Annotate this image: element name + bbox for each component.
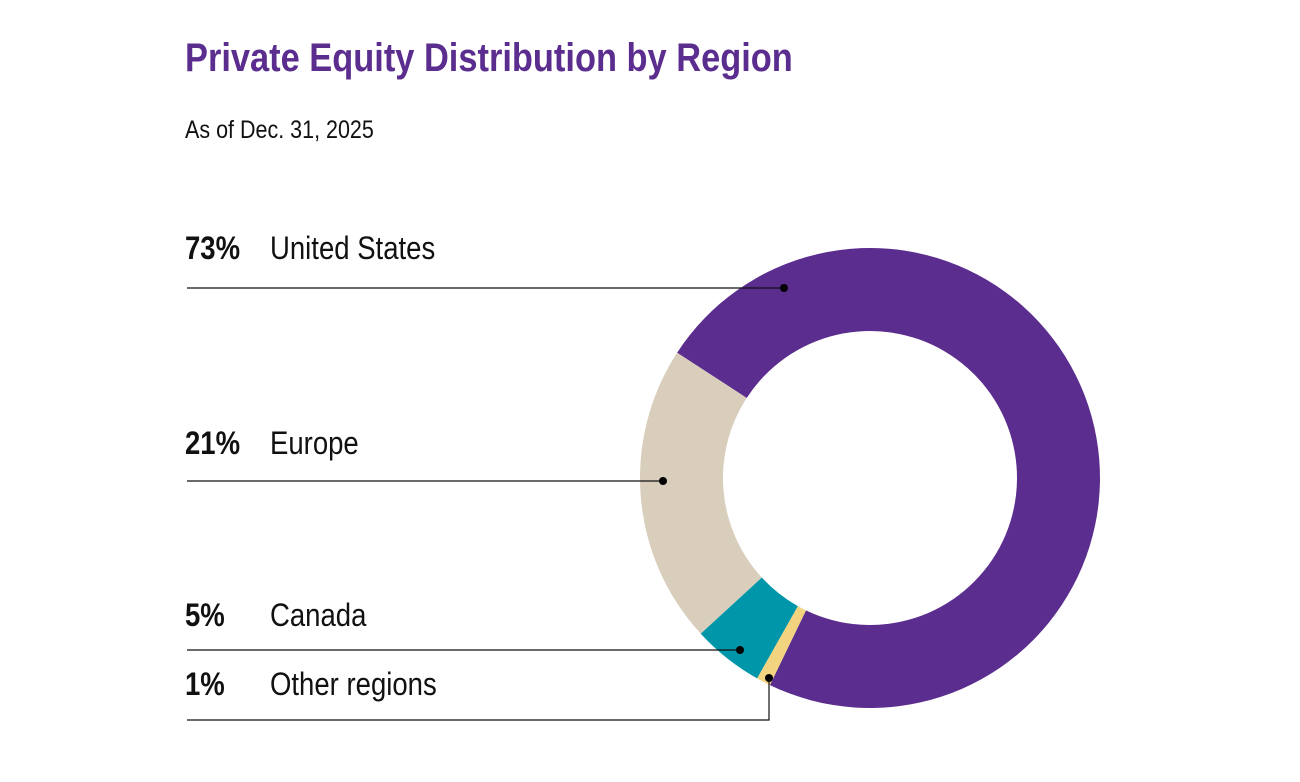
label-pct-europe: 21% xyxy=(185,425,241,461)
label-name-europe: Europe xyxy=(270,425,359,461)
label-name-canada: Canada xyxy=(270,597,367,633)
label-pct-other-regions: 1% xyxy=(185,666,225,702)
label-name-other-regions: Other regions xyxy=(270,666,437,702)
leader-dot-canada xyxy=(736,646,744,654)
label-pct-united-states: 73% xyxy=(185,230,241,266)
slice-canada xyxy=(700,577,798,679)
slice-other-regions xyxy=(757,606,807,686)
chart-title: Private Equity Distribution by Region xyxy=(185,36,793,80)
leader-line-other-regions xyxy=(187,678,770,721)
leader-dot-europe xyxy=(659,477,667,485)
chart-subtitle: As of Dec. 31, 2025 xyxy=(185,116,374,144)
label-name-united-states: United States xyxy=(270,230,436,266)
slice-united-states xyxy=(677,247,1100,708)
leader-dot-other-regions xyxy=(765,674,773,682)
leader-dot-united-states xyxy=(780,284,788,292)
label-pct-canada: 5% xyxy=(185,597,225,633)
slice-europe xyxy=(640,352,762,634)
